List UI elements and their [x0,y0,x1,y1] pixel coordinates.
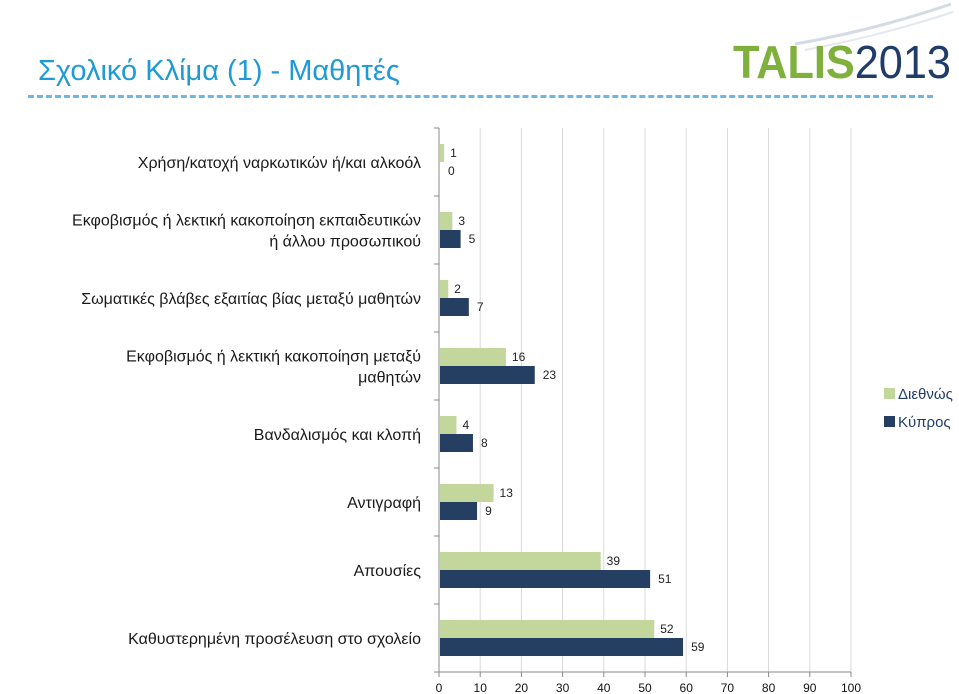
logo-swoosh [794,2,952,46]
value-label: 7 [477,300,484,314]
legend-label: Κύπρος [898,414,951,431]
gridlines [438,128,852,672]
x-tick-label: 80 [762,681,776,694]
bar-cyprus [440,434,473,452]
bar-intl [440,144,445,162]
bar-cyprus [440,230,461,248]
x-tick-label: 100 [841,681,861,694]
x-tick-label: 70 [721,681,735,694]
logo-swoosh [804,11,954,51]
category-label: Εκφοβισμός ή λεκτική κακοποίηση εκπαιδευ… [72,213,421,230]
x-tick-label: 40 [597,681,611,694]
legend-label: Διεθνώς [898,386,953,403]
value-label: 2 [454,282,461,296]
bar-intl [440,484,494,502]
value-label: 16 [512,350,526,364]
category-labels: Χρήση/κατοχή ναρκωτικών ή/και αλκοόλ Εκφο… [72,155,421,648]
legend-swatch [884,416,895,427]
category-label: Καθυστερημένη προσέλευση στο σχολείο [128,631,421,648]
category-label: Βανδαλισμός και κλοπή [254,427,421,444]
value-label: 8 [481,436,488,450]
x-tick-label: 90 [803,681,817,694]
x-tick-label: 10 [474,681,488,694]
category-label: Εκφοβισμός ή λεκτική κακοποίηση μεταξύ [126,349,421,366]
x-tick-label: 0 [436,681,443,694]
value-label: 3 [458,214,465,228]
value-label: 39 [607,554,621,568]
bar-intl [440,620,655,638]
legend-swatch [884,388,895,399]
value-label: 4 [462,418,469,432]
slide-title: Σχολικό Κλίμα (1) - Μαθητές [38,55,400,87]
value-label: 23 [543,368,557,382]
bar-intl [440,416,457,434]
value-label: 52 [660,622,674,636]
x-tick-label: 60 [680,681,694,694]
value-label: 1 [450,146,457,160]
value-label: 13 [500,486,514,500]
bars [440,144,684,656]
x-tick-label: 50 [638,681,652,694]
category-label: Αντιγραφή [347,495,421,512]
x-tick-label: 20 [515,681,529,694]
category-label: μαθητών [358,370,421,387]
bar-cyprus [440,298,469,316]
category-label: Απουσίες [354,563,422,580]
bar-intl [440,212,453,230]
value-label: 0 [448,164,455,178]
legend: Διεθνώς Κύπρος [884,386,953,431]
value-label: 59 [691,640,705,654]
category-label: ή άλλου προσωπικού [269,234,421,251]
value-label: 5 [469,232,476,246]
category-label: Χρήση/κατοχή ναρκωτικών ή/και αλκοόλ [138,155,421,172]
bar-intl [440,348,506,366]
title-divider [28,95,933,98]
value-label: 51 [658,572,672,586]
x-axis-ticks: 0 10 20 30 40 50 60 70 80 90 100 [434,127,861,694]
category-label: Σωματικές βλάβες εξαιτίας βίας μεταξύ μα… [81,291,421,308]
bar-cyprus [440,570,651,588]
x-tick-label: 30 [556,681,570,694]
value-label: 9 [485,504,492,518]
bar-cyprus [440,366,535,384]
bar-intl [440,552,601,570]
bar-cyprus [440,502,478,520]
bar-cyprus [440,638,684,656]
talis-logo: TALIS2013 [733,2,954,88]
logo-text: TALIS2013 [733,36,951,88]
bar-intl [440,280,449,298]
